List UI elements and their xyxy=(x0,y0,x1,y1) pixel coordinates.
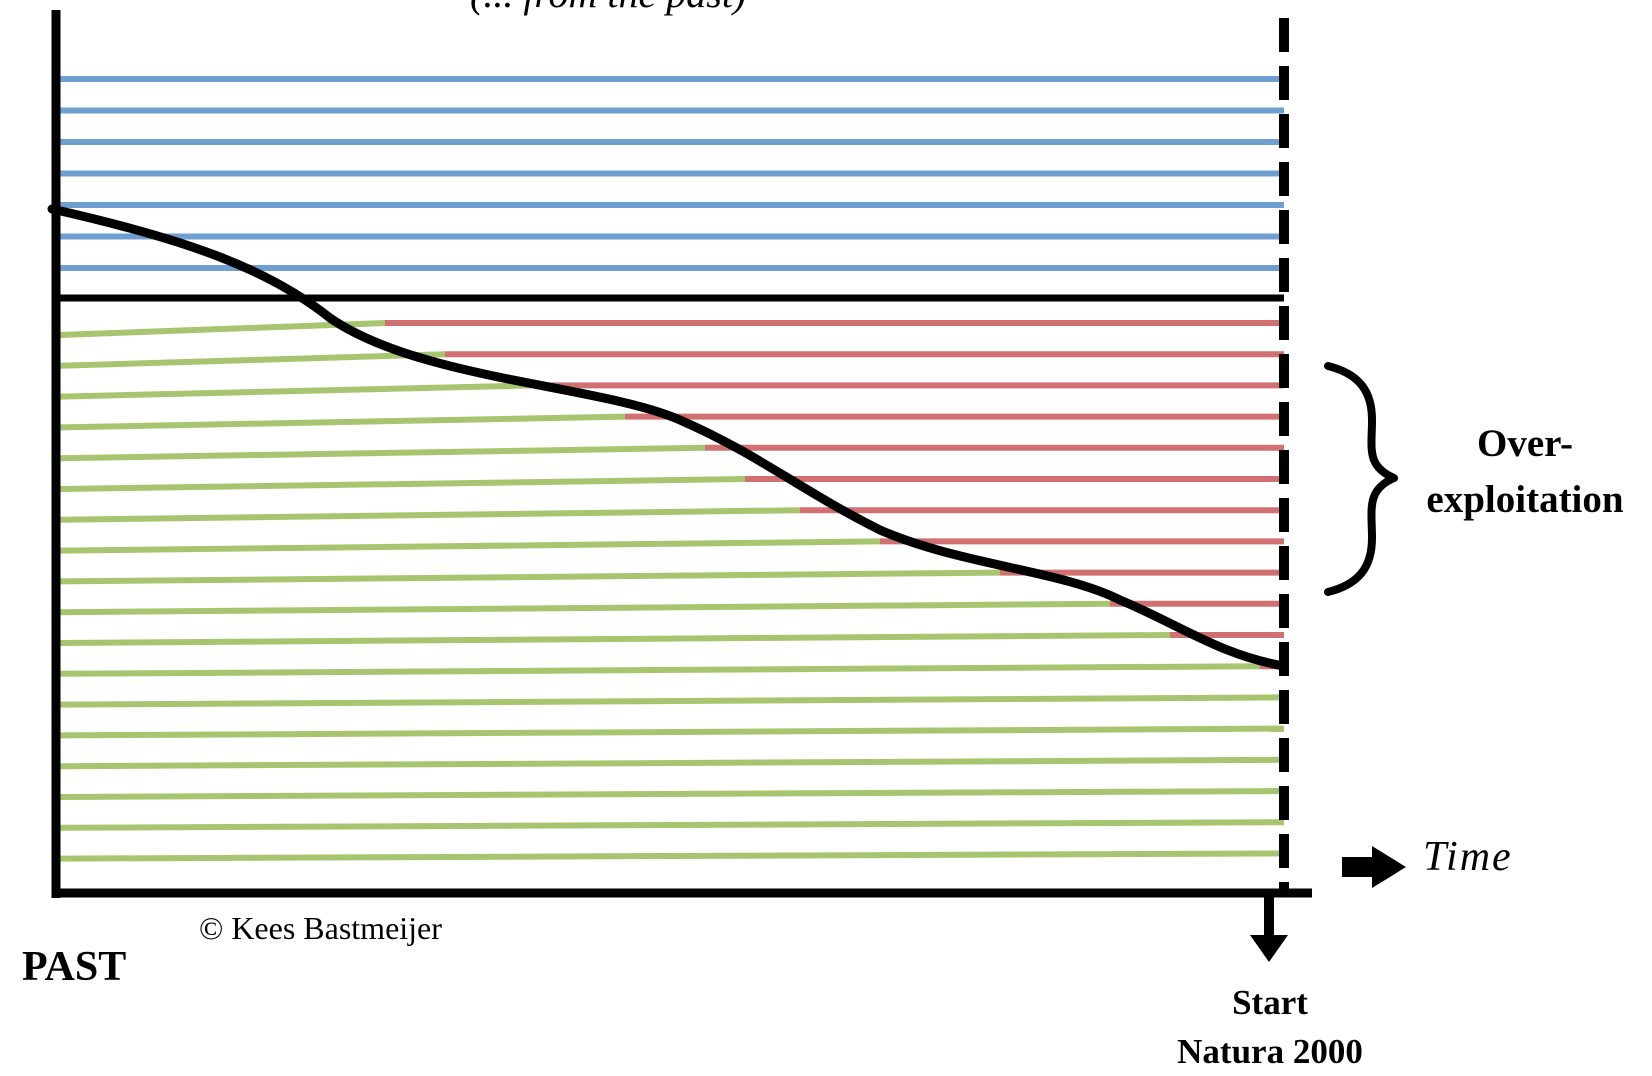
decline-curve xyxy=(47,204,1289,671)
sustainable-line xyxy=(59,632,1171,646)
time-label: Time xyxy=(1423,834,1513,880)
over-exploitation-label: Over- exploitation xyxy=(1400,416,1650,528)
top-caption: (... from the past) xyxy=(470,0,746,14)
right-brace-icon xyxy=(1324,362,1398,596)
sustainable-line xyxy=(59,413,626,431)
copyright-text: © Kees Bastmeijer xyxy=(199,910,442,946)
down-arrow-icon xyxy=(1250,893,1288,962)
sustainable-line xyxy=(59,600,1111,616)
sustainable-line xyxy=(59,351,446,369)
sustainable-line xyxy=(59,788,1285,800)
sustainable-use-lines xyxy=(59,320,1285,862)
sustainable-line xyxy=(59,320,386,338)
over-exploitation-text: Over- exploitation xyxy=(1426,422,1624,521)
overexploitation-lines xyxy=(385,320,1284,670)
sustainable-line xyxy=(59,569,1001,585)
sustainable-line xyxy=(59,538,881,554)
sustainable-line xyxy=(59,382,536,400)
start-text: Start xyxy=(1232,983,1308,1022)
right-arrow-icon xyxy=(1342,846,1406,888)
sustainable-line xyxy=(59,850,1285,862)
sustainable-line xyxy=(59,725,1285,739)
sustainable-line xyxy=(59,476,746,492)
past-label: PAST xyxy=(22,944,127,990)
capacity-lines xyxy=(60,76,1284,271)
sustainable-line xyxy=(59,819,1285,831)
sustainable-line xyxy=(59,444,706,462)
sustainable-line xyxy=(59,507,801,523)
sustainable-line xyxy=(59,694,1285,708)
sustainable-line xyxy=(59,663,1261,677)
natura-2000-text: Natura 2000 xyxy=(1177,1032,1363,1071)
start-natura-label: Start Natura 2000 xyxy=(1140,978,1400,1076)
sustainable-line xyxy=(59,756,1285,770)
